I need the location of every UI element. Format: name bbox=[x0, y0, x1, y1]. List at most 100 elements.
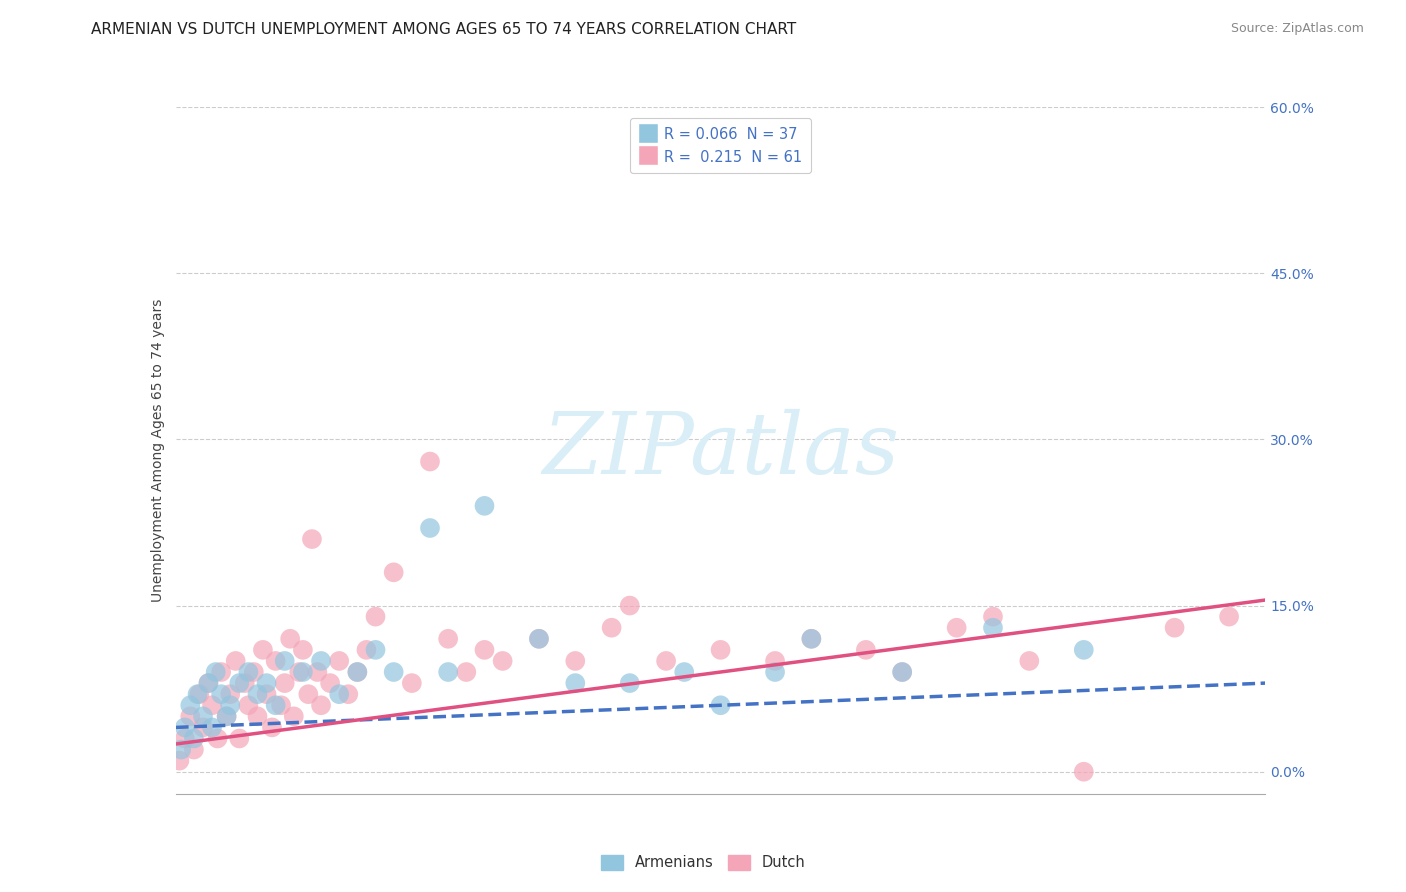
Point bbox=[655, 654, 678, 668]
Point bbox=[209, 687, 232, 701]
Point bbox=[243, 665, 266, 679]
Point bbox=[179, 698, 201, 713]
Point bbox=[215, 709, 238, 723]
Point bbox=[619, 599, 641, 613]
Point bbox=[564, 676, 586, 690]
Point bbox=[1163, 621, 1185, 635]
Point bbox=[945, 621, 967, 635]
Point bbox=[474, 499, 496, 513]
Point bbox=[800, 632, 823, 646]
Point bbox=[188, 687, 211, 701]
Point bbox=[297, 687, 319, 701]
Point bbox=[197, 676, 219, 690]
Point bbox=[246, 709, 269, 723]
Point bbox=[710, 643, 733, 657]
Point bbox=[215, 709, 238, 723]
Point bbox=[309, 654, 332, 668]
Point bbox=[401, 676, 423, 690]
Point bbox=[201, 698, 224, 713]
Point bbox=[800, 632, 823, 646]
Point bbox=[173, 731, 195, 746]
Point bbox=[337, 687, 360, 701]
Point bbox=[763, 654, 786, 668]
Point bbox=[855, 643, 877, 657]
Point bbox=[346, 665, 368, 679]
Point bbox=[307, 665, 329, 679]
Point bbox=[169, 754, 191, 768]
Text: ARMENIAN VS DUTCH UNEMPLOYMENT AMONG AGES 65 TO 74 YEARS CORRELATION CHART: ARMENIAN VS DUTCH UNEMPLOYMENT AMONG AGE… bbox=[91, 22, 797, 37]
Point bbox=[527, 632, 550, 646]
Point bbox=[219, 687, 242, 701]
Point bbox=[264, 654, 287, 668]
Point bbox=[301, 532, 323, 546]
Text: Source: ZipAtlas.com: Source: ZipAtlas.com bbox=[1230, 22, 1364, 36]
Point bbox=[260, 720, 283, 734]
Point bbox=[309, 698, 332, 713]
Point bbox=[207, 731, 229, 746]
Point bbox=[278, 632, 301, 646]
Point bbox=[291, 643, 314, 657]
Point bbox=[288, 665, 311, 679]
Point bbox=[183, 731, 205, 746]
Point bbox=[191, 720, 214, 734]
Point bbox=[328, 687, 350, 701]
Point bbox=[419, 454, 441, 468]
Point bbox=[274, 654, 297, 668]
Point bbox=[228, 731, 250, 746]
Point bbox=[225, 654, 247, 668]
Point bbox=[1073, 764, 1095, 779]
Point bbox=[474, 643, 496, 657]
Point bbox=[233, 676, 256, 690]
Point bbox=[710, 698, 733, 713]
Point bbox=[170, 742, 193, 756]
Point bbox=[191, 709, 214, 723]
Point bbox=[981, 609, 1004, 624]
Point bbox=[1218, 609, 1240, 624]
Point bbox=[891, 665, 914, 679]
Point bbox=[382, 665, 405, 679]
Point bbox=[219, 698, 242, 713]
Point bbox=[264, 698, 287, 713]
Point bbox=[382, 566, 405, 580]
Point bbox=[274, 676, 297, 690]
Point bbox=[252, 643, 274, 657]
Point bbox=[238, 698, 260, 713]
Point bbox=[619, 676, 641, 690]
Point bbox=[228, 676, 250, 690]
Point bbox=[209, 665, 232, 679]
Point bbox=[179, 709, 201, 723]
Point bbox=[283, 709, 305, 723]
Point bbox=[183, 742, 205, 756]
Text: ZIPatlas: ZIPatlas bbox=[541, 409, 900, 491]
Point bbox=[364, 643, 387, 657]
Point bbox=[291, 665, 314, 679]
Point bbox=[246, 687, 269, 701]
Point bbox=[364, 609, 387, 624]
Point bbox=[437, 665, 460, 679]
Point bbox=[1073, 643, 1095, 657]
Point bbox=[319, 676, 342, 690]
Point bbox=[204, 665, 226, 679]
Point bbox=[356, 643, 378, 657]
Point bbox=[673, 665, 696, 679]
Point bbox=[201, 720, 224, 734]
Point bbox=[186, 687, 209, 701]
Legend: Armenians, Dutch: Armenians, Dutch bbox=[595, 848, 811, 876]
Point bbox=[1018, 654, 1040, 668]
Point bbox=[891, 665, 914, 679]
Point bbox=[419, 521, 441, 535]
Point bbox=[346, 665, 368, 679]
Point bbox=[981, 621, 1004, 635]
Legend: R = 0.066  N = 37, R =  0.215  N = 61: R = 0.066 N = 37, R = 0.215 N = 61 bbox=[630, 118, 811, 173]
Point bbox=[328, 654, 350, 668]
Y-axis label: Unemployment Among Ages 65 to 74 years: Unemployment Among Ages 65 to 74 years bbox=[150, 299, 165, 602]
Point bbox=[492, 654, 515, 668]
Point bbox=[256, 687, 278, 701]
Point bbox=[763, 665, 786, 679]
Point bbox=[173, 720, 195, 734]
Point bbox=[256, 676, 278, 690]
Point bbox=[600, 621, 623, 635]
Point bbox=[456, 665, 478, 679]
Point bbox=[527, 632, 550, 646]
Point bbox=[270, 698, 292, 713]
